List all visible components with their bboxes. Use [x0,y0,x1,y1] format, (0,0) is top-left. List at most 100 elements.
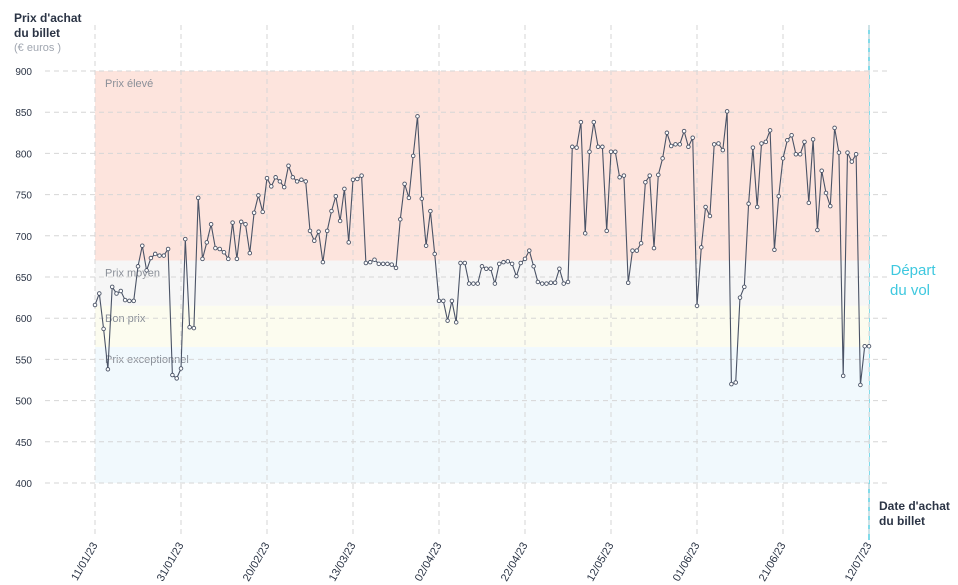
price-point [668,143,674,149]
price-point [376,261,382,267]
price-point [548,280,554,286]
price-point [183,236,188,242]
price-band [95,305,869,348]
price-point [204,240,210,245]
price-point [410,153,416,159]
price-point [355,176,360,182]
price-point [707,213,713,219]
price-point [849,159,855,164]
price-point [92,302,98,308]
price-point [703,204,708,210]
price-point [380,261,386,267]
price-point [716,141,721,146]
price-point [746,201,751,206]
price-point [118,288,124,294]
band-label: Bon prix [105,313,146,325]
price-point [140,243,145,248]
price-point [385,261,390,267]
price-point [346,240,351,245]
price-point [466,281,472,286]
price-point [432,251,437,257]
x-title: du billet [879,514,925,528]
price-point [638,240,644,246]
price-point [694,303,700,309]
price-point [135,264,141,269]
price-point [561,281,566,286]
price-point [329,208,334,214]
price-point [785,137,790,143]
price-point [539,281,545,286]
price-point [230,220,235,225]
price-point [453,320,459,325]
price-point [767,128,773,133]
price-point [195,195,201,201]
price-point [699,245,704,250]
price-point [170,372,175,378]
price-point [398,217,403,222]
price-point [312,238,317,243]
y-tick-label: 900 [15,67,32,78]
price-point [647,173,652,178]
price-point [144,268,149,273]
price-point [359,173,364,178]
price-point [582,231,588,236]
price-point [122,297,128,303]
price-point [729,381,734,387]
annotation: Départ [890,262,936,279]
price-point [238,219,244,225]
price-point [165,246,171,252]
price-point [303,179,308,184]
y-tick-label: 500 [15,397,32,408]
price-point [643,179,648,185]
price-point [415,114,420,119]
x-title: Date d'achat [879,499,950,513]
price-point [286,163,291,169]
price-point [772,247,777,253]
price-point [484,266,489,272]
price-point [819,168,824,173]
price-point [320,259,326,265]
price-point [780,156,786,161]
price-point [234,256,240,262]
price-point [656,172,661,178]
price-point [810,137,816,142]
band-label: Prix moyen [105,268,160,280]
price-point [367,259,373,265]
price-point [109,284,115,290]
price-point [535,279,541,285]
price-point [324,228,330,234]
x-tick-label: 20/02/23 [241,541,273,584]
price-point [828,203,833,209]
price-point [544,281,549,286]
price-point [604,228,609,234]
price-point [350,177,356,183]
price-point [625,280,631,286]
price-point [630,248,635,253]
price-point [737,295,743,300]
price-point [578,119,584,125]
y-tick-label: 850 [15,108,32,119]
price-point [114,291,119,296]
y-tick-label: 400 [15,479,32,490]
price-point [690,135,695,140]
x-tick-label: 02/04/23 [413,541,445,584]
price-point [836,150,842,155]
price-point [501,259,506,265]
price-point [191,325,197,331]
price-point [273,175,278,180]
price-point [591,119,597,125]
price-point [131,298,136,304]
price-point [608,149,614,155]
price-point [518,260,523,266]
price-point [372,257,377,262]
price-point [711,142,717,147]
price-point [299,177,304,183]
price-point [256,193,261,198]
price-point [333,193,339,199]
price-point [294,179,300,184]
price-point [488,266,493,272]
price-point [342,186,347,192]
price-band [95,347,869,483]
price-point [157,253,162,258]
x-tick-label: 31/01/23 [155,541,187,584]
